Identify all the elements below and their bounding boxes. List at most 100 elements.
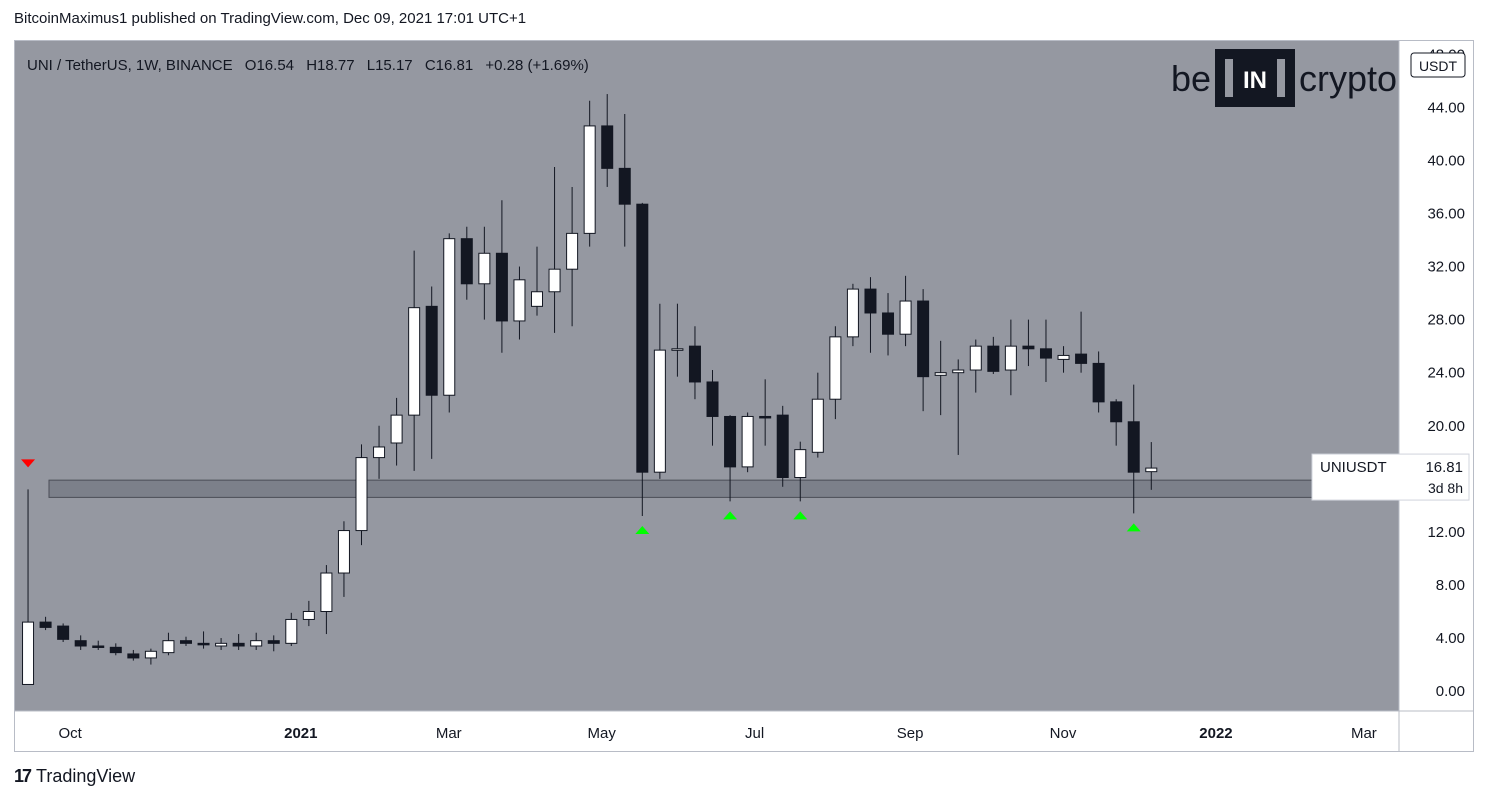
price-tick-label: 32.00 [1427,259,1465,276]
time-tick-label: Mar [1351,725,1377,742]
candle-down [864,288,877,314]
candle-up [302,610,315,620]
candle-up [478,252,491,285]
bearish-marker-icon [21,459,36,468]
bullish-marker-icon [723,511,738,520]
time-axis[interactable]: Oct 2021 Mar May Jul Sep Nov 2022 Mar [58,712,1473,751]
candle-down [917,300,930,378]
legend-low-value: 15.17 [375,57,413,74]
beincrypto-logo: be IN crypto [1171,49,1397,107]
tradingview-logo-icon: 17 [14,766,32,786]
candle-up [1145,467,1158,473]
candle-down [1075,353,1088,364]
candle-up [899,300,912,335]
candle-down [618,167,631,205]
candle-down [724,415,737,468]
candle-up [337,530,350,574]
candle-down [706,381,719,417]
candle-up [566,232,579,270]
legend-close-label: C [425,57,436,74]
time-tick-label: Sep [897,725,924,742]
candle-up [583,125,596,234]
candle-down [74,640,87,647]
candle-up [934,372,947,376]
candle-up [653,349,666,473]
tradingview-footer[interactable]: 17 TradingView [14,766,135,787]
candle-up [144,650,157,659]
legend-high-label: H [306,57,317,74]
logo-text-in: IN [1243,67,1267,94]
candle-up [373,446,386,459]
candle-up [531,291,544,307]
legend-change: +0.28 (+1.69%) [485,57,588,74]
markers-layer [21,459,1141,534]
candle-up [320,572,333,612]
price-tick-label: 12.00 [1427,524,1465,541]
bullish-marker-icon [635,525,650,534]
time-tick-label: Nov [1050,725,1077,742]
support-zone [48,479,1400,498]
candle-down [987,345,1000,372]
candle-up [741,415,754,468]
candle-up [22,621,35,685]
time-tick-label: Oct [58,725,82,742]
candle-up [162,640,175,654]
candle-down [232,642,245,647]
logo-text-be: be [1171,58,1211,99]
candle-down [267,640,280,644]
candle-down [1039,348,1052,359]
price-tick-label: 20.00 [1427,418,1465,435]
legend-open-label: O [245,57,257,74]
price-axis-background [1399,41,1473,711]
legend-open-value: 16.54 [256,57,294,74]
currency-badge[interactable] [1410,52,1466,78]
price-tick-label: 44.00 [1427,99,1465,116]
price-tick-label: 0.00 [1436,683,1465,700]
logo-text-crypto: crypto [1299,58,1397,99]
last-price-ticker: UNIUSDT [1320,459,1387,476]
candle-down [197,642,210,646]
candle-up [952,369,965,374]
tradingview-brand: TradingView [36,766,136,786]
last-price-value: 16.81 [1425,459,1463,476]
candle-down [109,646,122,654]
candle-down [179,640,192,644]
candle-up [390,414,403,444]
candle-down [882,312,895,335]
price-tick-label: 4.00 [1436,630,1465,647]
candle-up [250,640,263,647]
candle-up [671,348,684,351]
time-tick-label: 2022 [1199,725,1232,742]
bullish-marker-icon [1126,523,1141,532]
candle-up [408,307,421,416]
price-tick-label: 28.00 [1427,312,1465,329]
candle-up [285,618,298,644]
candle-up [811,398,824,453]
price-tick-label: 40.00 [1427,152,1465,169]
time-tick-label: 2021 [284,725,317,742]
candlestick-chart[interactable]: 0.004.008.0012.0016.0020.0024.0028.0032.… [15,41,1473,751]
candle-up [1004,345,1017,371]
last-price-countdown: 3d 8h [1428,480,1463,496]
candle-down [92,645,105,648]
candle-down [636,203,649,473]
candle-down [759,415,772,419]
currency-label: USDT [1419,58,1458,74]
candle-down [1022,345,1035,350]
candle-up [548,268,561,293]
candle-down [601,125,614,169]
candle-down [495,252,508,322]
time-tick-label: Mar [436,725,462,742]
candle-up [829,336,842,400]
legend-symbol: UNI / TetherUS, 1W, BINANCE [27,57,233,74]
candle-down [1092,362,1105,403]
price-tick-label: 36.00 [1427,205,1465,222]
candle-up [969,345,982,371]
candle-up [355,457,368,532]
candle-up [513,279,526,322]
axis-corner [1400,712,1473,751]
logo-box-center [1233,49,1277,107]
candle-down [39,621,52,628]
price-tick-label: 24.00 [1427,365,1465,382]
chart-frame[interactable]: 0.004.008.0012.0016.0020.0024.0028.0032.… [14,40,1474,752]
